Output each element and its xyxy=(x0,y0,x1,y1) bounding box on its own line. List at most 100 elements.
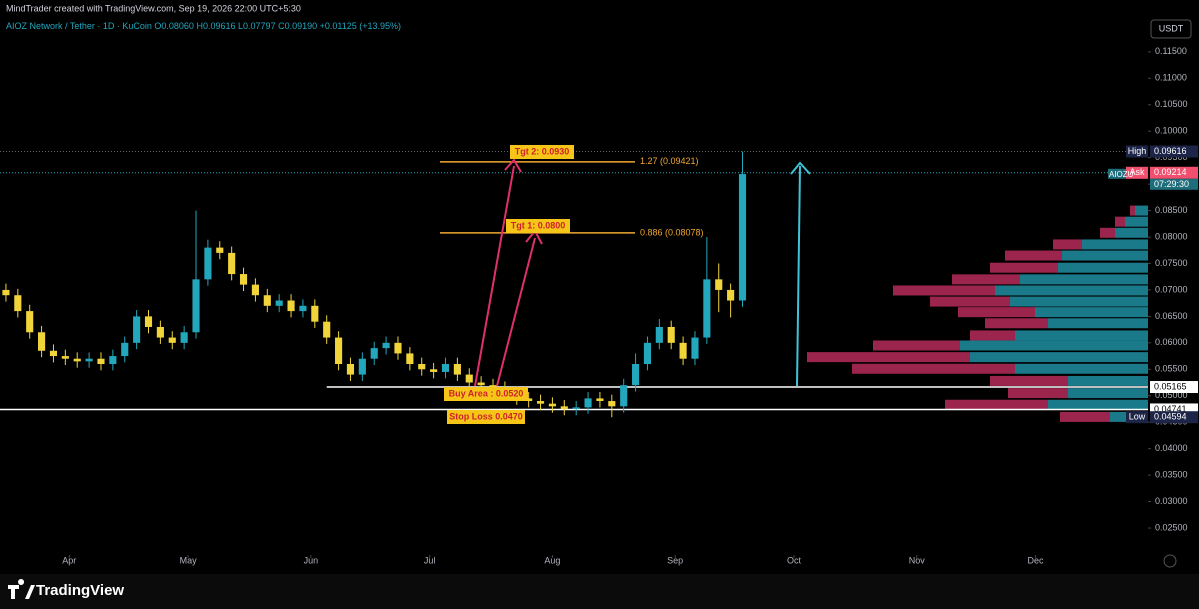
brand-logo xyxy=(8,579,35,599)
volume-sell xyxy=(893,285,995,296)
candle-body xyxy=(453,364,461,375)
candle-body xyxy=(299,305,307,312)
candle-body xyxy=(596,398,604,402)
x-tick-label: Jun xyxy=(304,555,319,565)
volume-sell xyxy=(958,307,1035,318)
symbol-tag xyxy=(1108,168,1126,179)
y-tick-label: 0.06500 xyxy=(1155,311,1188,321)
badge-name: High xyxy=(1128,146,1147,156)
arrow xyxy=(474,165,515,387)
volume-sell xyxy=(1060,411,1110,422)
volume-sell xyxy=(1100,227,1115,238)
price-badge xyxy=(1150,145,1198,158)
target-box xyxy=(506,219,570,233)
price-badge-label: 0.09616 xyxy=(1154,146,1187,156)
candle-body xyxy=(394,342,402,354)
x-tick-label: Dec xyxy=(1028,555,1045,565)
volume-buy xyxy=(960,340,1148,351)
y-tick-label: 0.03500 xyxy=(1155,469,1188,479)
volume-buy xyxy=(1015,363,1148,374)
volume-buy xyxy=(1058,262,1148,273)
candle-body xyxy=(168,337,176,343)
candle-body xyxy=(679,342,687,359)
volume-buy xyxy=(1020,274,1148,285)
y-tick-label: 0.08000 xyxy=(1155,231,1188,241)
volume-buy xyxy=(1125,216,1148,227)
volume-sell xyxy=(990,262,1058,273)
volume-sell xyxy=(1130,205,1135,216)
candle-body xyxy=(643,342,652,365)
brand: TradingView xyxy=(36,582,124,599)
buy-area: Buy Area : 0.0520 xyxy=(449,388,524,398)
candle-body xyxy=(156,326,164,338)
candle-body xyxy=(204,247,212,280)
candle-body xyxy=(620,385,628,407)
candle-body xyxy=(49,350,58,357)
currency-button[interactable] xyxy=(1150,19,1192,39)
candle-body xyxy=(691,337,699,359)
y-tick-label: 0.05000 xyxy=(1155,390,1188,400)
legend: AIOZ Network / Tether · 1D · KuCoin O0.0… xyxy=(6,21,401,31)
candle-body xyxy=(477,382,485,386)
stop-loss: Stop Loss 0.0470 xyxy=(449,411,523,421)
candle-body xyxy=(608,401,616,407)
volume-buy xyxy=(995,285,1148,296)
arrowhead xyxy=(790,161,811,175)
fib-label: 0.886 (0.08078) xyxy=(640,227,704,237)
candle-body xyxy=(584,398,592,408)
candle-body xyxy=(73,358,81,362)
candle-body xyxy=(465,374,473,383)
volume-sell xyxy=(1053,239,1082,250)
level-label: 0.05165 xyxy=(1154,381,1187,391)
x-tick-label: May xyxy=(180,555,198,565)
volume-sell xyxy=(945,399,1048,410)
candle-body xyxy=(61,356,69,359)
candle-body xyxy=(121,342,129,357)
y-tick-label: 0.06000 xyxy=(1155,337,1188,347)
volume-sell xyxy=(970,330,1015,341)
candle-body xyxy=(406,353,414,365)
volume-sell xyxy=(952,274,1020,285)
volume-buy xyxy=(1015,330,1148,341)
settings-icon[interactable] xyxy=(1163,554,1177,568)
volume-buy xyxy=(1115,227,1148,238)
price-badge xyxy=(1150,166,1198,179)
candle-body xyxy=(632,364,640,386)
candle-body xyxy=(239,274,248,285)
y-tick-label: 0.10500 xyxy=(1155,99,1188,109)
candle-body xyxy=(358,358,366,375)
candle-body xyxy=(418,364,426,370)
candle-body xyxy=(335,337,343,365)
candle-body xyxy=(525,398,533,402)
x-tick-label: Sep xyxy=(667,555,683,565)
volume-sell xyxy=(873,340,960,351)
y-tick-label: 0.05500 xyxy=(1155,364,1188,374)
x-tick-label: Aug xyxy=(544,555,560,565)
price-badge xyxy=(1150,411,1198,424)
volume-buy xyxy=(1010,296,1148,307)
candle-body xyxy=(655,326,663,343)
currency-label[interactable]: USDT xyxy=(1159,23,1184,33)
candle-body xyxy=(97,358,105,365)
candle-body xyxy=(85,358,93,362)
candle-body xyxy=(703,279,711,338)
y-tick-label: 0.02500 xyxy=(1155,522,1188,532)
x-tick-label: Jul xyxy=(424,555,436,565)
candle-body xyxy=(382,342,390,349)
x-tick-label: Nov xyxy=(909,555,926,565)
legend-close: C0.09190 xyxy=(278,21,317,31)
fib-label: 1.27 (0.09421) xyxy=(640,156,699,166)
y-tick-label: 0.10000 xyxy=(1155,126,1188,136)
countdown: 07:29:30 xyxy=(1154,179,1189,189)
candle-body xyxy=(738,174,747,301)
candle-body xyxy=(441,364,450,372)
arrow xyxy=(496,237,536,387)
level-badge xyxy=(1150,381,1198,394)
candle-body xyxy=(14,295,22,312)
symbol-label: AIOZU xyxy=(1109,170,1134,179)
arrowhead xyxy=(504,158,522,173)
volume-buy xyxy=(1068,375,1148,386)
candle-body xyxy=(251,284,259,296)
y-tick-label: 0.07500 xyxy=(1155,258,1188,268)
